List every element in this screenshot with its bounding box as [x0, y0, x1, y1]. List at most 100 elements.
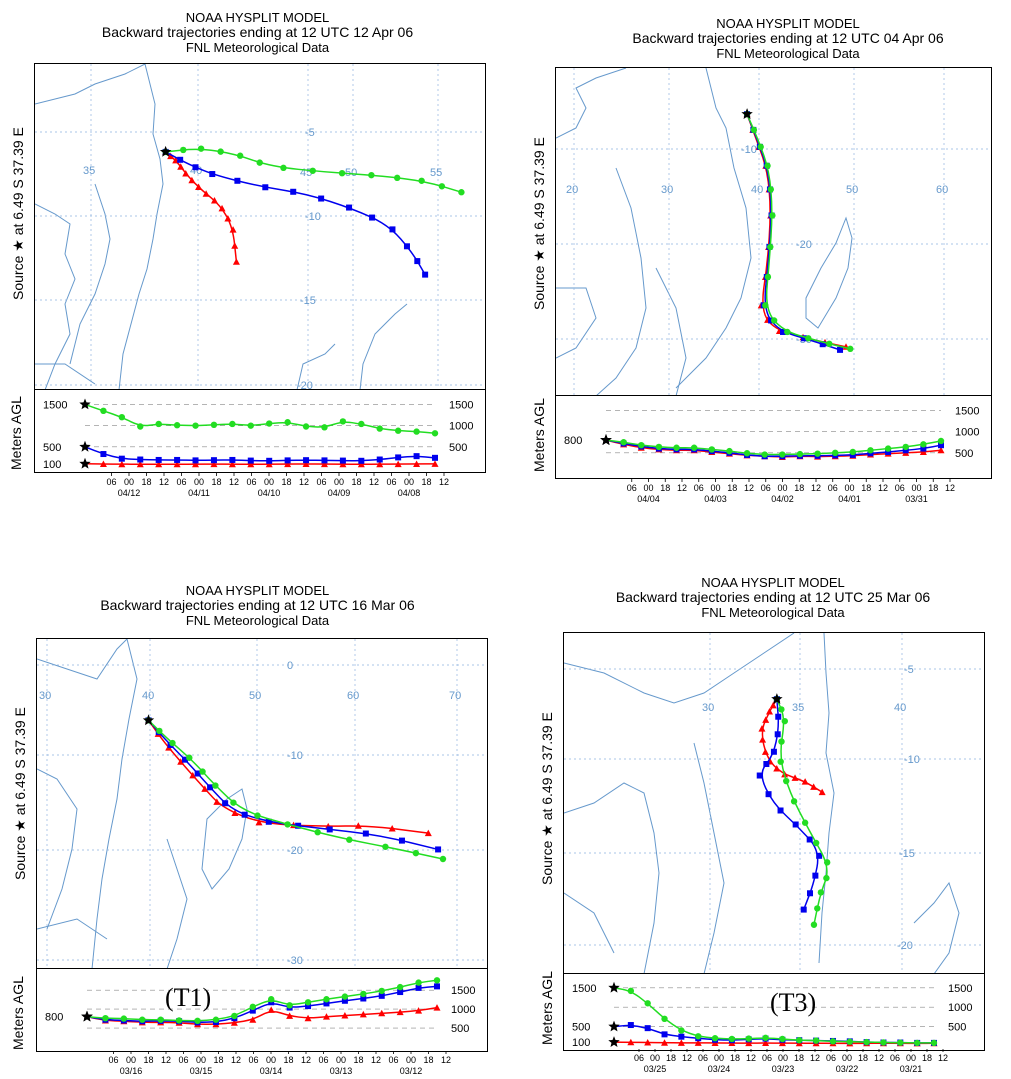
title-line-3: FNL Meteorological Data: [185, 613, 330, 628]
trajectory-point-blue: [321, 457, 328, 464]
time-tick-label: 12: [878, 483, 888, 493]
date-label: 04/09: [328, 488, 351, 498]
trajectory-point-red: [661, 1039, 669, 1046]
trajectory-point-blue: [266, 457, 273, 464]
trajectory-point-green: [779, 451, 786, 458]
coastline: [35, 64, 146, 105]
trajectory-point-red: [99, 460, 107, 467]
longitude-label: 30: [661, 184, 673, 196]
longitude-label: 50: [846, 184, 858, 196]
trajectory-point-green: [743, 450, 751, 457]
trajectory-point-red: [627, 1038, 635, 1046]
latitude-label: -30: [287, 955, 303, 967]
altitude-axis-label: Meters AGL: [539, 971, 555, 1045]
trajectory-point-blue: [339, 457, 346, 464]
latitude-label: -20: [796, 239, 812, 251]
trajectory-point-green: [212, 1016, 220, 1023]
title-line-2: Backward trajectories ending at 12 UTC 2…: [615, 589, 931, 605]
trajectory-point-blue: [800, 906, 807, 913]
trajectory-point-blue: [229, 456, 236, 463]
time-tick-label: 18: [922, 1053, 932, 1063]
trajectory-point-blue: [305, 1003, 312, 1010]
time-tick-label: 12: [369, 477, 379, 487]
trajectory-point-red: [354, 822, 362, 829]
time-tick-label: 00: [842, 1053, 852, 1063]
altitude-tick-right: 1000: [948, 1002, 972, 1014]
trajectory-point-green: [790, 798, 798, 805]
time-tick-label: 00: [710, 483, 720, 493]
trajectory-point-green: [726, 447, 733, 455]
coastline: [91, 639, 138, 969]
title-line-1: NOAA HYSPLIT MODEL: [185, 10, 330, 25]
trajectory-point-red: [320, 460, 328, 468]
time-axis: 06 00 18 12 06 00 18 12 06 00 18 12 06 00 18 12 06 00 18 12…: [106, 473, 449, 498]
time-tick-label: 00: [406, 1055, 416, 1065]
time-tick-label: 06: [828, 483, 838, 493]
trajectory-point-blue: [362, 830, 369, 837]
title-line-2: Backward trajectories ending at 12 UTC 1…: [100, 597, 415, 613]
trajectory-point-blue: [807, 890, 814, 897]
time-tick-label: 06: [178, 1055, 188, 1065]
coastline: [37, 768, 78, 930]
latitude-label: -5: [904, 664, 914, 676]
time-tick-label: 12: [299, 477, 309, 487]
trajectory-point-blue: [837, 346, 844, 353]
coastline: [556, 287, 597, 359]
trajectory-line-blue: [761, 699, 819, 910]
altitude-start-star-icon: [79, 457, 91, 469]
trajectory-point-blue: [777, 807, 784, 814]
title-line-1: NOAA HYSPLIT MODEL: [185, 583, 330, 598]
time-tick-label: 18: [283, 1055, 293, 1065]
trajectory-point-green: [266, 420, 273, 427]
trajectory-point-red: [224, 215, 232, 222]
altitude-tick-right: 500: [948, 1022, 966, 1034]
trajectory-point-green: [458, 189, 465, 196]
trajectory-point-blue: [341, 997, 348, 1004]
time-tick-label: 18: [794, 1053, 804, 1063]
trajectory-point-blue: [403, 243, 410, 250]
trajectory-point-blue: [249, 1007, 256, 1014]
trajectory-point-red: [424, 829, 432, 837]
coastline: [564, 782, 660, 974]
trajectory-point-green: [814, 905, 821, 912]
altitude-tick-right: 500: [449, 442, 467, 454]
trajectory-point-green: [394, 427, 402, 434]
trajectory-point-blue: [326, 826, 333, 833]
trajectory-point-green: [826, 340, 833, 348]
trajectory-point-blue: [414, 258, 421, 265]
trajectory-point-blue: [376, 456, 383, 463]
time-tick-label: 18: [861, 483, 871, 493]
altitude-axis-label: Meters AGL: [8, 396, 24, 470]
chart-title: NOAA HYSPLIT MODEL Backward trajectories…: [10, 583, 505, 628]
coastline: [37, 639, 128, 680]
trajectory-point-red: [778, 1039, 786, 1047]
trajectory-line-blue: [147, 719, 439, 851]
trajectory-point-red: [182, 169, 190, 177]
trajectory-point-green: [118, 413, 126, 421]
trajectory-point-green: [231, 1012, 238, 1020]
panel-top-left: NOAA HYSPLIT MODEL Backward trajectories…: [0, 0, 505, 510]
trajectory-point-blue: [182, 756, 189, 763]
time-tick-label: 00: [777, 483, 787, 493]
time-tick-label: 12: [810, 1053, 820, 1063]
trajectory-point-green: [745, 1035, 752, 1042]
trajectory-point-blue: [775, 713, 782, 720]
time-tick-label: 00: [906, 1053, 916, 1063]
trajectory-point-green: [309, 167, 316, 174]
date-label: 04/11: [188, 488, 210, 498]
longitude-label: 60: [936, 184, 948, 196]
trajectory-point-green: [100, 407, 107, 415]
trajectory-point-blue: [369, 214, 376, 221]
coastline: [296, 343, 336, 390]
trajectory-point-green: [378, 987, 385, 995]
altitude-line-red: [84, 463, 436, 466]
altitude-tick-left: 100: [43, 459, 61, 471]
date-label: 04/04: [637, 494, 660, 504]
altitude-start-star-icon: [608, 1036, 620, 1047]
trajectory-point-green: [157, 1016, 164, 1023]
latitude-label: -15: [899, 848, 915, 860]
panel-top-right: NOAA HYSPLIT MODEL Backward trajectories…: [505, 0, 1011, 510]
time-tick-label: 18: [666, 1053, 676, 1063]
trajectory-point-green: [210, 421, 218, 428]
trajectory-point-blue: [756, 772, 763, 779]
